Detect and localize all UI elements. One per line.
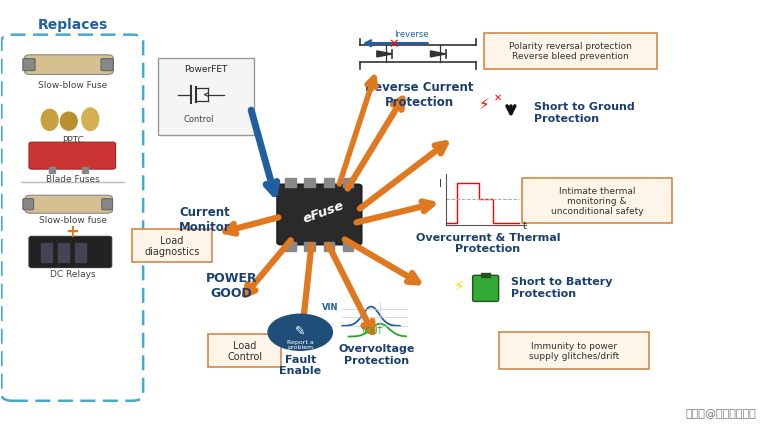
Text: PPTC: PPTC [62, 136, 84, 145]
Text: +: + [65, 222, 79, 240]
FancyBboxPatch shape [23, 199, 34, 210]
FancyBboxPatch shape [25, 196, 112, 214]
Text: Control: Control [183, 114, 214, 123]
Text: Overvoltage
Protection: Overvoltage Protection [338, 343, 415, 365]
Bar [324, 243, 335, 251]
FancyBboxPatch shape [208, 335, 281, 367]
Text: Reverse Current
Protection: Reverse Current Protection [365, 80, 473, 108]
Text: VOUT: VOUT [361, 326, 383, 335]
Text: eFuse: eFuse [301, 198, 345, 225]
FancyBboxPatch shape [23, 59, 35, 71]
Text: ⚡: ⚡ [479, 96, 490, 111]
Text: PowerFET: PowerFET [185, 65, 228, 74]
FancyBboxPatch shape [29, 237, 112, 268]
Text: t: t [522, 221, 526, 230]
Text: ✕: ✕ [388, 37, 399, 51]
Text: DC Relays: DC Relays [50, 270, 95, 279]
Bar [285, 179, 296, 187]
Text: Immunity to power
supply glitches/drift: Immunity to power supply glitches/drift [529, 341, 619, 360]
FancyBboxPatch shape [102, 199, 112, 210]
Text: I: I [439, 179, 442, 189]
Bar [82, 168, 88, 173]
FancyBboxPatch shape [131, 230, 212, 262]
Text: Fault
Enable: Fault Enable [279, 354, 321, 375]
Bar [481, 273, 491, 277]
Text: ⚡: ⚡ [454, 278, 464, 293]
Text: VIN: VIN [322, 302, 338, 311]
Text: Overcurrent & Thermal
Protection: Overcurrent & Thermal Protection [416, 232, 560, 254]
FancyBboxPatch shape [499, 332, 649, 369]
Polygon shape [377, 52, 392, 58]
Text: ✕: ✕ [494, 92, 502, 102]
Text: Load
diagnostics: Load diagnostics [144, 235, 200, 257]
Bar [324, 179, 335, 187]
FancyBboxPatch shape [101, 59, 113, 71]
Polygon shape [431, 52, 446, 58]
Bar [285, 243, 296, 251]
Bar [343, 179, 354, 187]
FancyBboxPatch shape [158, 59, 255, 136]
Text: Short to Battery
Protection: Short to Battery Protection [511, 277, 612, 298]
FancyBboxPatch shape [25, 55, 113, 75]
Bar [305, 243, 315, 251]
Text: POWER
GOOD: POWER GOOD [205, 271, 257, 299]
FancyBboxPatch shape [484, 34, 657, 70]
Text: Ireverse: Ireverse [394, 30, 428, 39]
Text: Intimate thermal
monitoring &
unconditional safety: Intimate thermal monitoring & unconditio… [551, 186, 644, 216]
Bar [42, 243, 52, 262]
Text: ✎: ✎ [295, 324, 305, 337]
Text: Replaces: Replaces [38, 18, 108, 32]
Ellipse shape [61, 113, 77, 131]
Ellipse shape [82, 109, 98, 131]
Bar [305, 179, 315, 187]
Text: Report a
problem: Report a problem [287, 339, 314, 350]
Bar [343, 243, 354, 251]
FancyBboxPatch shape [522, 179, 672, 224]
Bar [75, 243, 85, 262]
Circle shape [268, 314, 332, 350]
Text: Polarity reversal protection
Reverse bleed prevention: Polarity reversal protection Reverse ble… [509, 42, 632, 61]
Ellipse shape [42, 110, 58, 131]
Text: Slow-blow fuse: Slow-blow fuse [38, 216, 107, 225]
Text: Blade Fuses: Blade Fuses [46, 175, 99, 183]
FancyBboxPatch shape [278, 185, 361, 245]
Bar [49, 168, 55, 173]
FancyBboxPatch shape [473, 276, 498, 302]
Text: Current
Monitor: Current Monitor [178, 205, 230, 233]
Text: Short to Ground
Protection: Short to Ground Protection [534, 101, 634, 123]
Bar [58, 243, 68, 262]
FancyBboxPatch shape [29, 143, 115, 170]
Text: Load
Control: Load Control [227, 340, 262, 362]
Text: Slow-blow Fuse: Slow-blow Fuse [38, 80, 107, 89]
Text: 搜狐号@电子工程世界: 搜狐号@电子工程世界 [685, 408, 756, 418]
